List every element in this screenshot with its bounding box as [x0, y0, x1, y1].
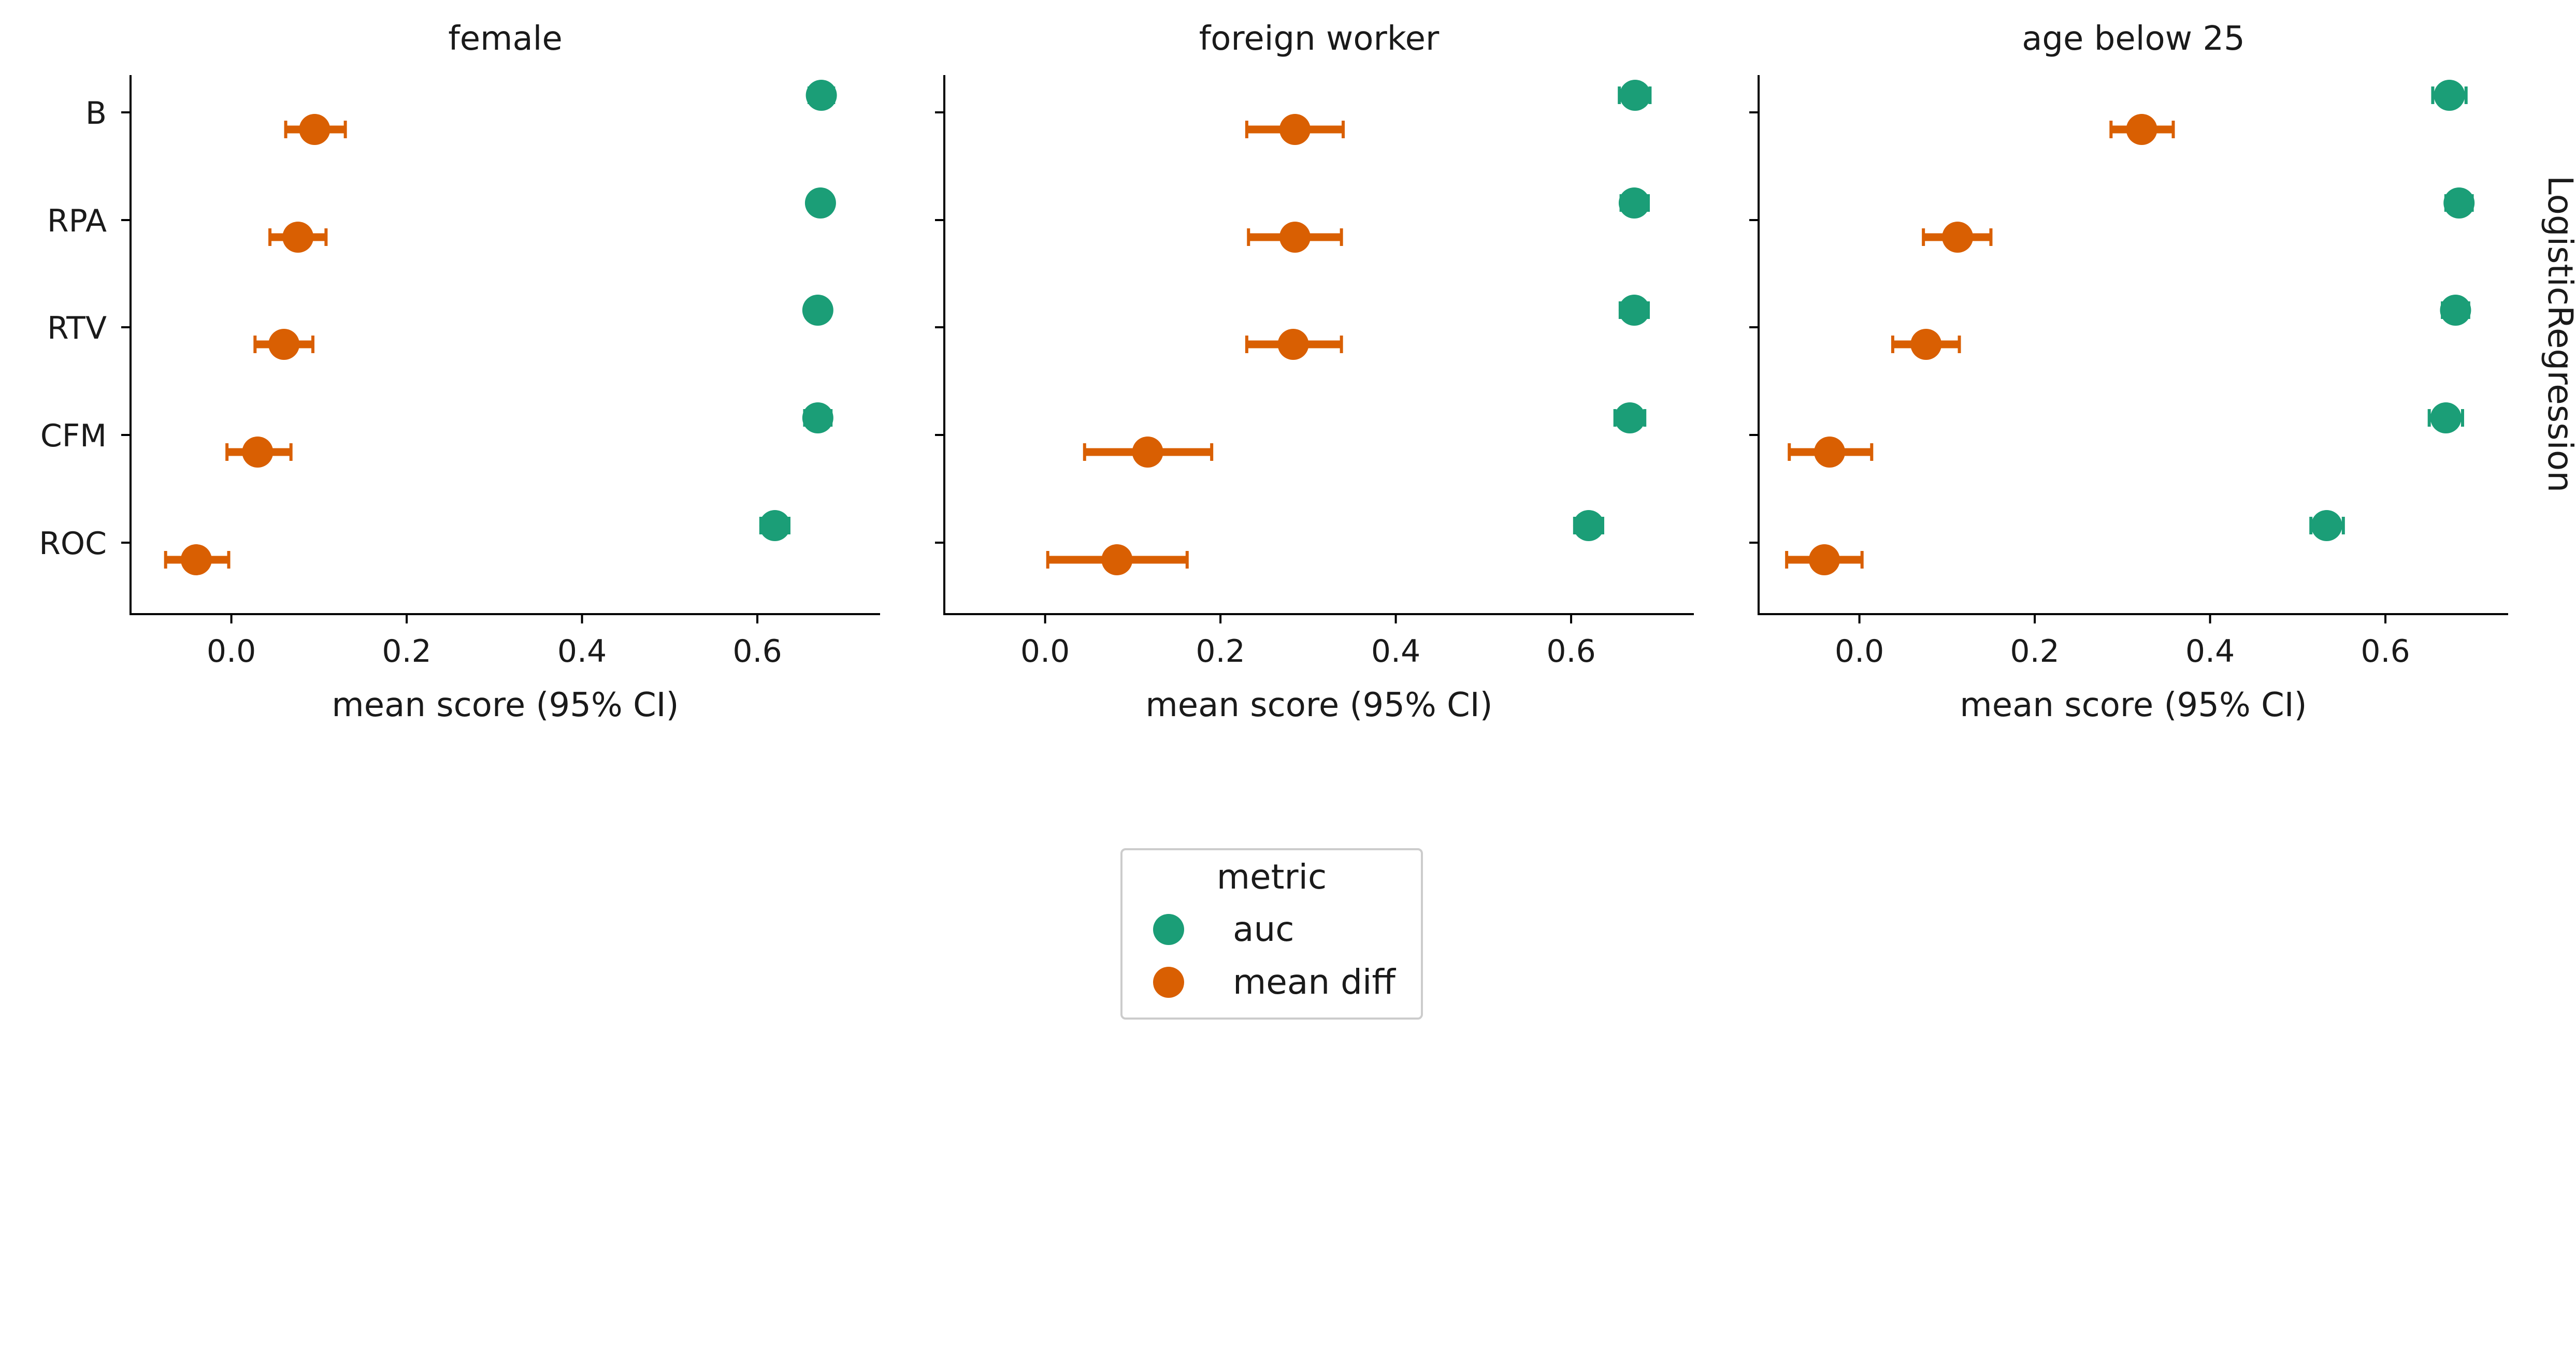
x-tick-label: 0.6: [2361, 633, 2410, 670]
y-tick-label: RTV: [47, 310, 107, 346]
data-point: [1573, 510, 1604, 541]
legend-label: mean diff: [1233, 962, 1396, 1002]
y-tick-label: ROC: [39, 526, 107, 562]
panel-title: female: [448, 20, 563, 58]
data-point: [759, 510, 790, 541]
data-point: [1101, 544, 1133, 575]
data-point: [1279, 222, 1311, 253]
x-axis-label: mean score (95% CI): [332, 686, 679, 724]
data-point: [1814, 437, 1846, 468]
data-point: [2440, 295, 2471, 326]
panel-2: foreign worker 0.0 0.2 0.4 0.6 mean score (95…: [935, 20, 1694, 724]
x-axis-label: mean score (95% CI): [1960, 686, 2307, 724]
data-point: [1619, 80, 1651, 111]
x-tick-label: 0.4: [557, 633, 607, 670]
panel-title: age below 25: [2022, 20, 2245, 58]
data-point: [180, 544, 212, 575]
row-facet-label: LogisticRegression: [2540, 176, 2576, 492]
y-tick-label: RPA: [47, 203, 107, 239]
data-point: [802, 402, 833, 433]
data-point: [804, 187, 836, 219]
data-point: [1279, 114, 1311, 145]
data-point: [1942, 222, 1974, 253]
data-point: [2430, 402, 2462, 433]
x-tick-label: 0.0: [1835, 633, 1884, 670]
data-point: [1808, 544, 1840, 575]
data-point: [1618, 187, 1650, 219]
data-point: [2311, 510, 2342, 541]
legend-entries: auc mean diff: [1153, 909, 1396, 1002]
x-axis-label: mean score (95% CI): [1145, 686, 1492, 724]
panel-3: age below 25 0.0 0.2 0.4 0.6 mean score (95% …: [1749, 20, 2508, 724]
data-point: [2126, 114, 2157, 145]
x-tick-label: 0.0: [207, 633, 256, 670]
data-point: [1618, 295, 1650, 326]
legend-frame: [1120, 848, 1423, 1020]
data-point: [2443, 187, 2475, 219]
data-point: [2434, 80, 2465, 111]
data-point: [282, 222, 314, 253]
legend-marker: [1153, 914, 1184, 945]
legend-marker: [1153, 967, 1184, 998]
panel-title: foreign worker: [1199, 20, 1440, 58]
data-point: [1132, 437, 1163, 468]
legend-label: auc: [1233, 909, 1294, 949]
data-point: [1277, 329, 1309, 360]
x-tick-label: 0.4: [1371, 633, 1420, 670]
data-point: [299, 114, 330, 145]
y-tick-label: B: [85, 95, 107, 132]
panels: female 0.0 0.2 0.4 0.6 mean score (95% CI) B RP…: [39, 20, 2508, 724]
x-tick-label: 0.4: [2185, 633, 2235, 670]
panel-1: female 0.0 0.2 0.4 0.6 mean score (95% CI) B RP…: [39, 20, 880, 724]
x-tick-label: 0.2: [1196, 633, 1245, 670]
data-point: [805, 80, 837, 111]
x-tick-label: 0.6: [732, 633, 782, 670]
x-tick-label: 0.2: [382, 633, 431, 670]
data-point: [1910, 329, 1942, 360]
x-tick-label: 0.0: [1020, 633, 1070, 670]
data-point: [268, 329, 300, 360]
legend-title: metric: [1217, 857, 1327, 897]
x-tick-label: 0.6: [1546, 633, 1595, 670]
x-tick-label: 0.2: [2010, 633, 2059, 670]
data-point: [1614, 402, 1646, 433]
data-point: [242, 437, 274, 468]
y-tick-label: CFM: [40, 418, 107, 454]
data-point: [802, 295, 833, 326]
legend: metric auc mean diff: [1120, 848, 1423, 1020]
